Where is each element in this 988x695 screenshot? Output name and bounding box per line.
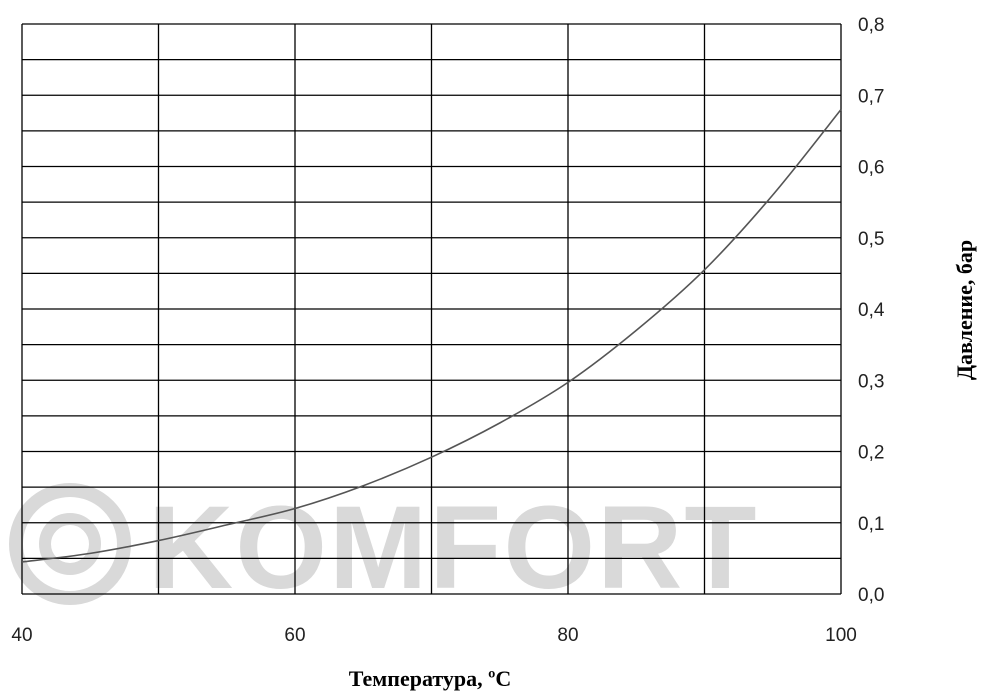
- grid: [21, 23, 842, 595]
- x-tick-label: 80: [557, 625, 578, 646]
- y-tick-label: 0,1: [858, 514, 884, 535]
- x-tick-label: 40: [11, 625, 32, 646]
- pressure-curve: [21, 109, 842, 563]
- y-tick-label: 0,8: [858, 15, 884, 36]
- plot-area: [21, 109, 842, 563]
- x-tick-label: 100: [825, 625, 857, 646]
- x-tick-label: 60: [284, 625, 305, 646]
- y-tick-label: 0,0: [858, 585, 884, 606]
- y-tick-label: 0,2: [858, 443, 884, 464]
- x-axis-ticks: 40 60 80 100: [11, 625, 856, 646]
- x-axis-title: Температура, ºC: [349, 666, 512, 691]
- y-tick-label: 0,7: [858, 86, 884, 107]
- y-tick-label: 0,4: [858, 300, 885, 321]
- y-tick-label: 0,5: [858, 229, 884, 250]
- watermark-text: KOMFORT: [148, 482, 758, 614]
- y-axis-title: Давление, бар: [952, 240, 977, 380]
- copyright-icon: [9, 483, 131, 605]
- y-axis-ticks: 0,0 0,1 0,2 0,3 0,4 0,5 0,6 0,7 0,8: [858, 15, 885, 606]
- watermark: KOMFORT: [9, 482, 758, 614]
- y-tick-label: 0,6: [858, 158, 884, 179]
- y-tick-label: 0,3: [858, 371, 884, 392]
